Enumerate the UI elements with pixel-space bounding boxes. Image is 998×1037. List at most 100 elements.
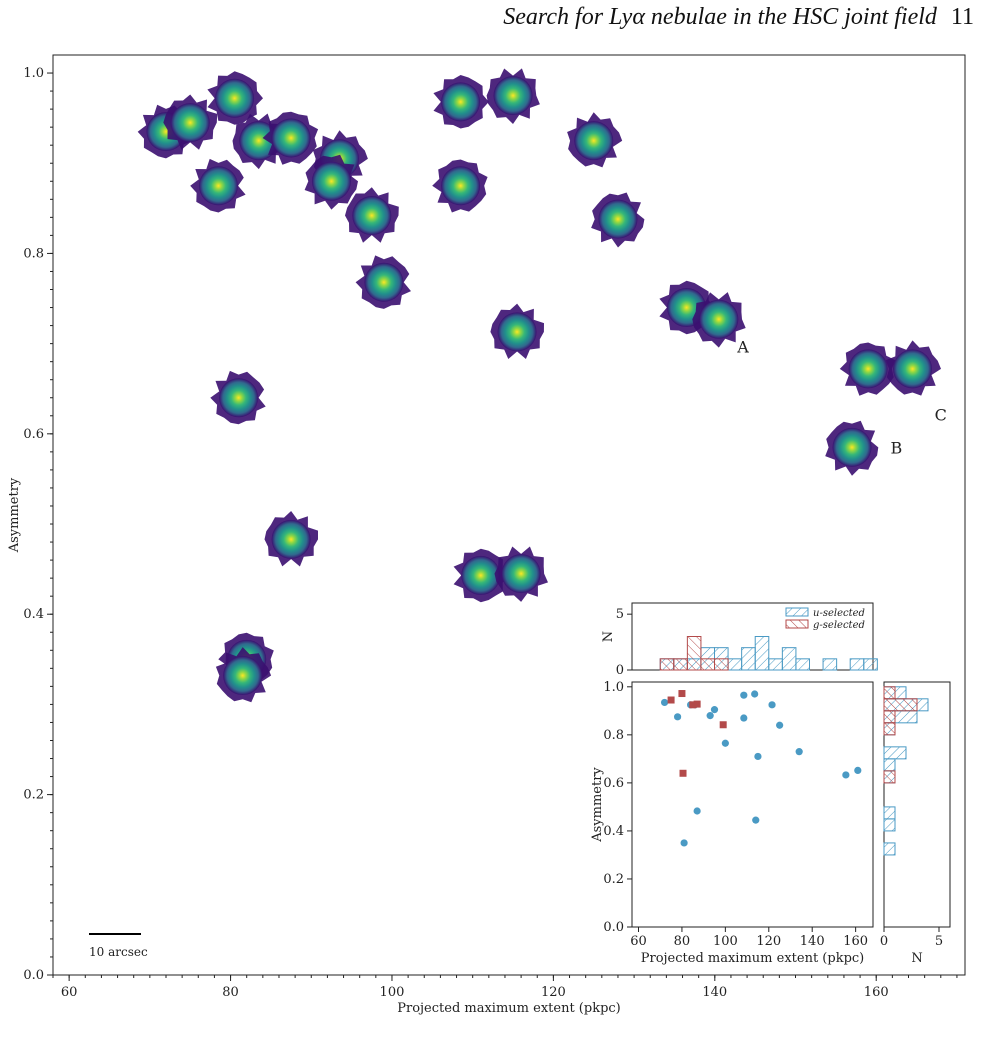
inset-scatter-frame (631, 681, 874, 928)
top-hist-y-axis-label: N (601, 631, 616, 642)
inset-x-tick-label: 100 (713, 934, 738, 949)
g-selected-bar (883, 770, 896, 784)
x-tick-label: 160 (864, 985, 889, 1000)
g-selected-bar (659, 658, 675, 671)
inset-y-tick-label: 0.4 (603, 824, 624, 839)
nebula-core (461, 555, 501, 595)
u-selected-point (740, 714, 748, 722)
u-selected-bar (741, 647, 756, 671)
nebula-label-C: C (935, 405, 947, 424)
nebula-core (441, 82, 481, 122)
y-tick-label: 0.4 (23, 607, 44, 622)
nebula-core (497, 312, 537, 352)
y-tick-label: 0.8 (23, 246, 44, 261)
inset-scatter-panel: 60 80 100 120 140 160 0.0 0.2 0.4 0.6 0.8 1.0 Projec… (590, 680, 874, 966)
nebula-core (832, 427, 872, 467)
nebula-thumbnail (264, 511, 318, 567)
nebula-core (311, 161, 351, 201)
u-selected-bar (883, 842, 896, 856)
nebula-label-B: B (891, 439, 903, 458)
right-hist-x-axis-label: N (911, 951, 922, 966)
nebula-core (271, 118, 311, 158)
g-selected-point (678, 690, 686, 698)
nebula-core (574, 121, 614, 161)
nebula-thumbnail (433, 75, 489, 129)
nebula-core (493, 76, 533, 116)
right-hist-x-tick-label: 5 (935, 934, 943, 949)
page-number: 11 (950, 4, 974, 30)
inset-right-histogram: 0 5N (880, 681, 951, 966)
u-selected-point (740, 691, 748, 699)
nebula-thumbnail (567, 112, 623, 168)
nebula-thumbnail (355, 255, 411, 309)
u-selected-bar (863, 658, 878, 671)
nebula-thumbnail (207, 71, 263, 125)
u-selected-point (776, 721, 784, 729)
g-selected-point (689, 701, 697, 709)
y-tick-label: 0.0 (23, 968, 44, 983)
nebula-core (198, 166, 238, 206)
nebula-core (699, 299, 739, 339)
u-selected-bar (768, 658, 783, 671)
y-axis-label: Asymmetry (7, 477, 22, 553)
inset-x-tick-label: 140 (800, 934, 825, 949)
g-selected-point (719, 721, 727, 729)
nebula-thumbnail (190, 158, 246, 213)
nebula-thumbnail (432, 159, 488, 213)
main-panel: 60 80 100 120 140 160 0.0 0.2 0.4 0.6 0.8 1.0 Projec… (7, 54, 966, 1016)
nebula-core (352, 196, 392, 236)
g-selected-point (679, 769, 687, 777)
inset-y-tick-label: 1.0 (603, 680, 624, 695)
x-tick-label: 60 (61, 985, 78, 1000)
legend-entry-u: u-selected (813, 608, 865, 619)
g-selected-bar (714, 658, 729, 671)
top-hist-y-tick-label: 5 (616, 607, 624, 622)
u-selected-point (680, 839, 688, 847)
u-selected-point (710, 706, 719, 714)
inset-y-tick-label: 0.2 (603, 872, 624, 887)
top-hist-y-tick-label: 0 (616, 663, 624, 678)
g-selected-bar (883, 722, 896, 736)
u-selected-point (751, 690, 759, 698)
u-selected-bar (822, 658, 838, 671)
nebula-thumbnail (490, 303, 544, 359)
scale-bar-label: 10 arcsec (89, 945, 148, 959)
nebula-thumbnail (210, 370, 266, 425)
nebula-thumbnail (304, 154, 358, 210)
u-selected-bar (781, 647, 797, 671)
nebula-thumbnail (262, 111, 319, 165)
nebula-thumbnail (885, 340, 941, 396)
u-selected-point (693, 807, 701, 815)
nebula-thumbnail (453, 548, 509, 603)
legend-swatch-g (785, 619, 809, 629)
legend-swatch-u (785, 607, 809, 617)
g-selected-point (693, 700, 701, 708)
y-tick-label: 1.0 (23, 66, 44, 81)
inset-x-tick-label: 160 (843, 934, 868, 949)
u-selected-point (673, 713, 682, 721)
running-title: Search for Lyα nebulae in the HSC joint … (503, 4, 937, 30)
u-selected-point (768, 701, 776, 709)
u-selected-point (842, 771, 850, 779)
legend-entry-g: g-selected (813, 620, 865, 631)
inset-y-axis-label: Asymmetry (590, 767, 605, 843)
x-tick-label: 80 (222, 985, 239, 1000)
u-selected-bar (883, 758, 896, 772)
nebula-thumbnail (494, 546, 548, 602)
g-selected-bar (883, 686, 896, 700)
inset-x-tick-label: 120 (756, 934, 781, 949)
x-axis-label: Projected maximum extent (pkpc) (397, 1001, 621, 1016)
x-tick-label: 120 (541, 985, 566, 1000)
u-selected-bar (883, 818, 896, 832)
nebula-label-A: A (736, 338, 749, 357)
inset-x-tick-label: 60 (630, 934, 647, 949)
g-selected-bar (673, 658, 688, 671)
inset-y-tick-label: 0.0 (603, 920, 624, 935)
nebula-core (364, 262, 404, 302)
u-selected-point (752, 816, 760, 824)
nebula-thumbnail (692, 292, 746, 348)
u-selected-point (706, 712, 714, 720)
nebula-thumbnail (591, 192, 645, 248)
y-tick-label: 0.6 (23, 427, 44, 442)
